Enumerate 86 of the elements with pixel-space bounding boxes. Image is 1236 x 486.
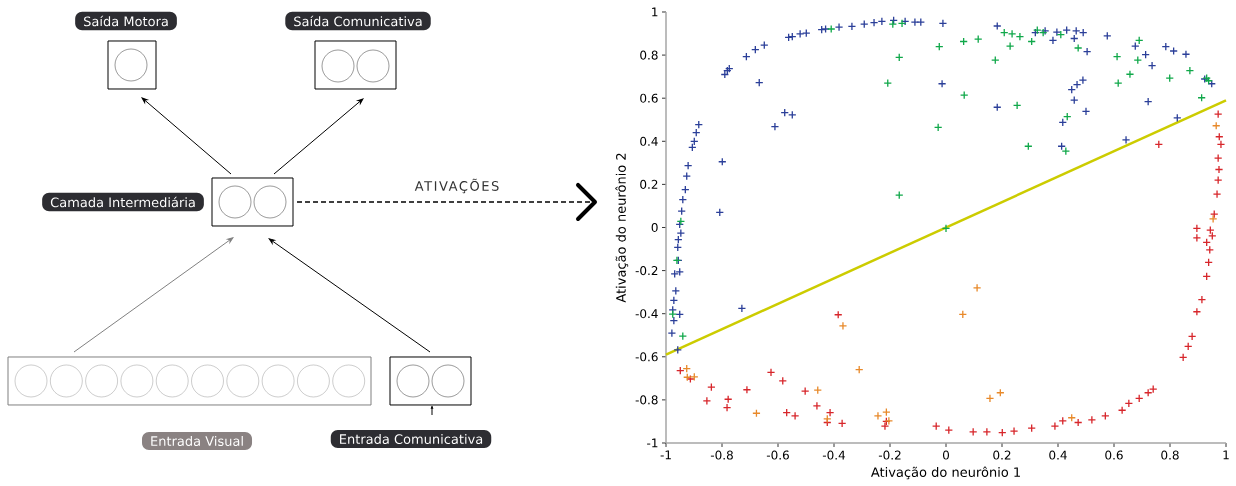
point <box>790 411 800 421</box>
x-tick-label: -1 <box>660 450 671 460</box>
point <box>1073 43 1083 53</box>
text: Saída Motora <box>84 15 168 27</box>
point <box>1148 384 1158 394</box>
x-tick-label: 0.2 <box>993 450 1011 460</box>
point <box>1197 295 1207 304</box>
point <box>1015 32 1025 41</box>
point <box>1214 165 1224 174</box>
y-tick-label: 0 <box>651 222 658 233</box>
x-tick-label: 0.4 <box>1049 450 1067 460</box>
x-tick-label: 1 <box>1223 450 1229 460</box>
point <box>1087 415 1097 425</box>
point <box>800 386 810 396</box>
point <box>973 34 983 44</box>
point <box>1133 55 1143 65</box>
point <box>1185 66 1195 75</box>
x-tick-label: 0.6 <box>1105 450 1123 460</box>
point <box>1117 405 1127 415</box>
point <box>1007 29 1017 39</box>
point <box>991 55 1000 65</box>
y-tick-label: -0.6 <box>635 352 658 362</box>
point <box>985 394 995 403</box>
point <box>778 376 788 386</box>
point <box>1050 421 1060 431</box>
point <box>1009 426 1019 436</box>
point <box>982 427 992 437</box>
point <box>1165 73 1174 83</box>
y-tick-label: -0.8 <box>635 395 658 405</box>
point <box>888 19 898 29</box>
y-tick-label: 0.6 <box>640 93 658 103</box>
text: ATIVAÇÕES <box>414 178 499 194</box>
point <box>1027 423 1036 433</box>
point <box>944 425 954 435</box>
x-tick-label: -0.8 <box>710 450 733 460</box>
point <box>678 331 688 341</box>
point <box>766 368 776 377</box>
y-tick-label: 0.8 <box>640 50 658 60</box>
point <box>1213 175 1223 185</box>
point <box>1113 78 1123 88</box>
x-tick-label: 0.8 <box>1161 450 1179 460</box>
point <box>1012 101 1022 110</box>
x-tick-label: -0.2 <box>878 450 901 460</box>
point <box>702 396 712 406</box>
point <box>972 283 982 293</box>
x-tick-label: -0.4 <box>822 450 846 460</box>
point <box>1005 41 1015 51</box>
y-tick-label: 0.4 <box>640 136 658 146</box>
point <box>1187 332 1197 341</box>
point <box>837 419 847 428</box>
x-tick-label: -0.6 <box>766 450 789 460</box>
point <box>812 401 822 411</box>
point <box>1212 189 1222 199</box>
point <box>883 78 893 88</box>
point <box>1192 233 1202 243</box>
y-tick-label: 0.2 <box>640 179 658 189</box>
point <box>1209 209 1219 219</box>
x-axis-title: Ativação do neurônio 1 <box>870 466 1020 480</box>
point <box>826 24 836 34</box>
y-tick-label: -1 <box>647 438 658 448</box>
text: Camada Intermediária <box>50 196 195 208</box>
y-tick-label: -0.2 <box>635 266 658 276</box>
point <box>825 408 835 417</box>
text: Saída Comunicativa <box>294 15 422 27</box>
point <box>1208 214 1218 224</box>
point <box>668 309 677 319</box>
point <box>1213 109 1223 119</box>
point <box>838 321 848 331</box>
y-tick-label: -0.4 <box>635 309 658 319</box>
text: Entrada Comunicativa <box>340 433 483 445</box>
point <box>1216 140 1226 149</box>
point <box>941 224 951 233</box>
x-tick-label: 0 <box>942 450 950 460</box>
point <box>1192 224 1202 233</box>
point <box>1125 70 1135 79</box>
text: Entrada Visual <box>151 435 243 447</box>
point <box>722 403 732 412</box>
y-axis-title: Ativação do neurônio 2 <box>615 153 629 303</box>
y-tick-label: 1 <box>652 7 658 17</box>
point <box>742 385 752 395</box>
point <box>1192 307 1202 316</box>
point <box>1205 245 1215 255</box>
point <box>1213 153 1223 163</box>
point <box>880 421 890 431</box>
point <box>1112 52 1122 61</box>
point <box>873 411 883 421</box>
